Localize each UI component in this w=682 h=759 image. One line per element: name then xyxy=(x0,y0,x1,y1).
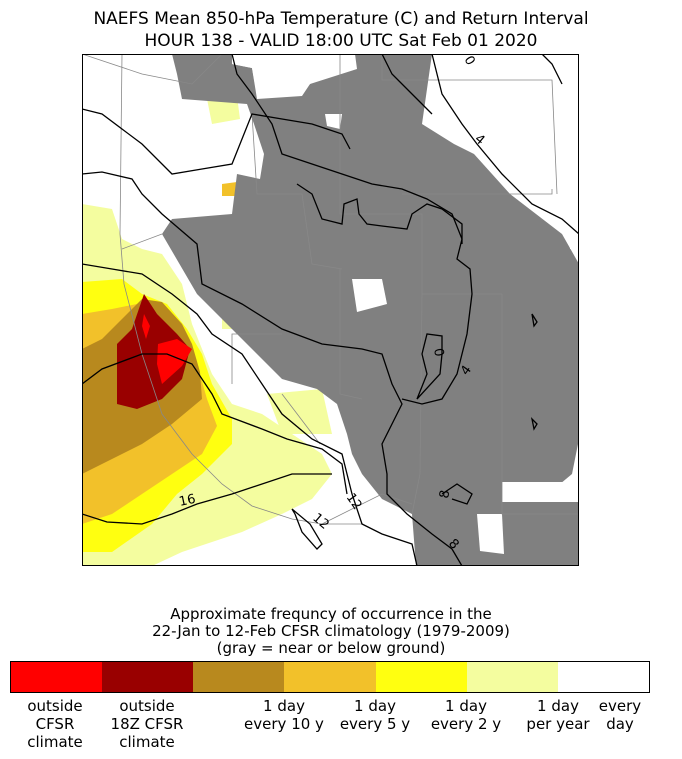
contour-label-0-a: 0 xyxy=(430,347,446,358)
legend-label-every-10y: 1 day every 10 y xyxy=(244,697,324,733)
legend-label-every-day: every day xyxy=(598,697,642,733)
legend-swatch-darkred xyxy=(102,662,194,692)
dark-red-shading xyxy=(117,294,190,409)
political-borders xyxy=(82,54,579,525)
legend-label-every-5y: 1 day every 5 y xyxy=(339,697,411,733)
legend-swatch-paleyellow xyxy=(466,662,558,692)
temperature-contours xyxy=(82,54,579,566)
terrain-mask-holes xyxy=(232,54,579,554)
weather-map: 16 12 12 8 8 4 4 0 0 xyxy=(82,54,579,566)
legend-swatch-gold xyxy=(284,662,376,692)
contour-label-8-b: 8 xyxy=(437,489,453,500)
legend-swatch-white xyxy=(557,662,649,692)
red-shading xyxy=(142,314,192,384)
legend-label-per-year: 1 day per year xyxy=(526,697,590,733)
legend-label-outside-18z-cfsr: outside 18Z CFSR climate xyxy=(110,697,184,751)
legend-swatch-brown xyxy=(193,662,285,692)
legend-swatch-yellow xyxy=(375,662,467,692)
legend-header-line-1: Approximate frequncy of occurrence in th… xyxy=(170,605,492,623)
map-frame xyxy=(82,54,579,566)
legend-swatch-red xyxy=(11,662,103,692)
chart-title-line-2: HOUR 138 - VALID 18:00 UTC Sat Feb 01 20… xyxy=(144,31,538,51)
legend-color-bar xyxy=(10,661,650,693)
chart-title-line-1: NAEFS Mean 850-hPa Temperature (C) and R… xyxy=(93,9,589,29)
legend-header-line-2: 22-Jan to 12-Feb CFSR climatology (1979-… xyxy=(152,622,510,640)
legend-label-every-2y: 1 day every 2 y xyxy=(430,697,502,733)
contour-label-16: 16 xyxy=(178,492,197,510)
legend-label-outside-cfsr: outside CFSR climate xyxy=(27,697,83,751)
legend-header-line-3: (gray = near or below ground) xyxy=(216,639,446,657)
